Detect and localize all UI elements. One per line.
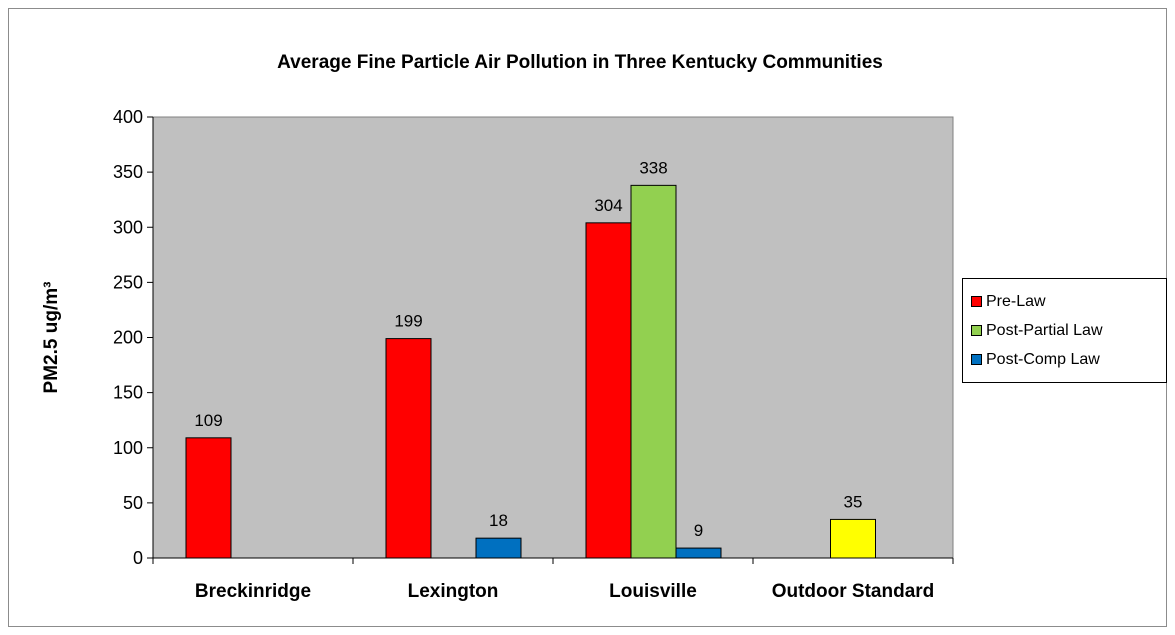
legend-item-post-comp-law: Post-Comp Law	[963, 345, 1166, 374]
legend-label-post-comp-law: Post-Comp Law	[986, 350, 1100, 368]
x-tick-label: Lexington	[408, 581, 499, 602]
data-label: 199	[394, 312, 422, 331]
bar-pre-law	[385, 338, 432, 559]
bar-pre-law	[185, 437, 232, 559]
data-label: 109	[194, 411, 222, 430]
data-label: 9	[694, 521, 703, 540]
chart-title: Average Fine Particle Air Pollution in T…	[277, 52, 883, 73]
y-tick-label: 350	[113, 162, 143, 182]
data-label: 304	[594, 196, 622, 215]
y-tick-label: 250	[113, 272, 143, 292]
bar-outdoor-standard	[830, 518, 876, 559]
bar-pre-law	[585, 222, 632, 559]
legend-swatch-pre-law	[971, 296, 982, 307]
y-tick-label: 400	[113, 107, 143, 127]
legend-swatch-post-comp-law	[971, 354, 982, 365]
y-tick-label: 300	[113, 217, 143, 237]
x-tick-label: Breckinridge	[195, 581, 311, 602]
y-tick-label: 0	[133, 548, 143, 568]
data-label: 18	[489, 511, 508, 530]
data-label: 35	[844, 492, 863, 511]
data-label: 338	[639, 158, 667, 177]
bar-post-comp-law	[675, 547, 722, 559]
legend: Pre-Law Post-Partial Law Post-Comp Law	[962, 278, 1167, 383]
legend-item-pre-law: Pre-Law	[963, 287, 1166, 316]
x-tick-label: Outdoor Standard	[772, 581, 935, 602]
plot-area	[152, 116, 954, 559]
bar-post-comp-law	[475, 537, 522, 559]
legend-label-pre-law: Pre-Law	[986, 292, 1046, 310]
x-tick-label: Louisville	[609, 581, 697, 602]
y-axis-title: PM2.5 ug/m³	[41, 282, 62, 394]
y-tick-label: 200	[113, 328, 143, 348]
y-tick-label: 150	[113, 383, 143, 403]
legend-item-post-partial-law: Post-Partial Law	[963, 316, 1166, 345]
y-tick-label: 100	[113, 438, 143, 458]
legend-swatch-post-partial-law	[971, 325, 982, 336]
bar-post-partial-law	[630, 184, 677, 559]
legend-label-post-partial-law: Post-Partial Law	[986, 321, 1103, 339]
y-tick-label: 50	[123, 493, 143, 513]
